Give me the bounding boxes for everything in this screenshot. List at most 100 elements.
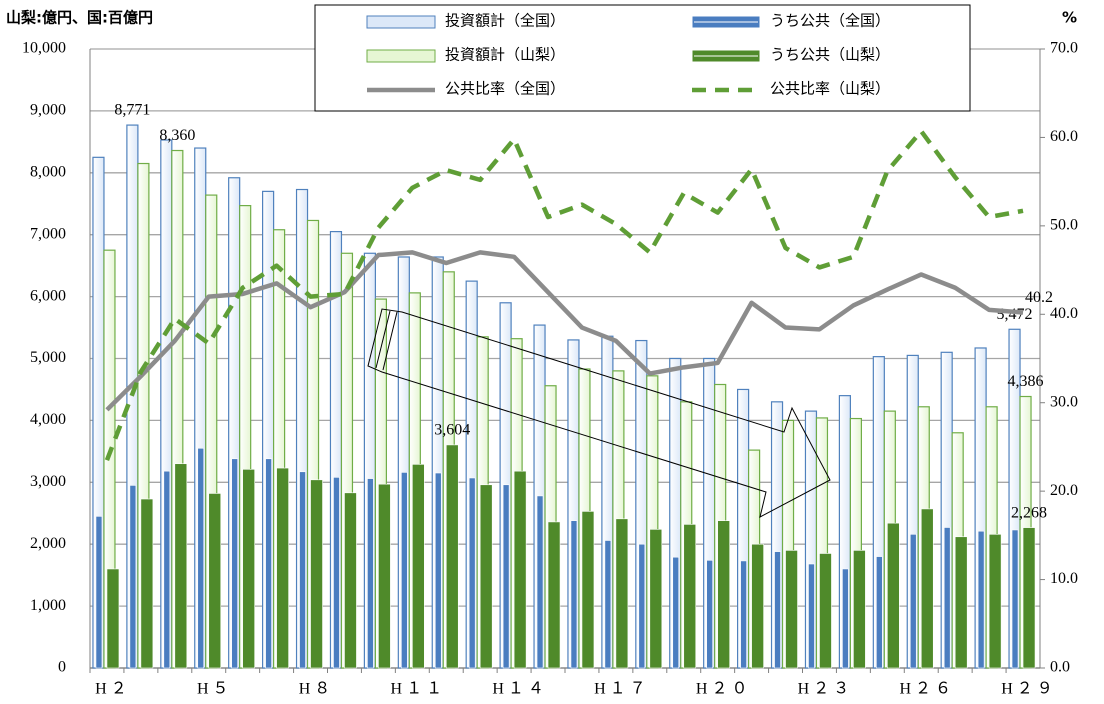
bar	[853, 550, 866, 669]
data-label: 40.2	[1025, 289, 1053, 306]
bar	[954, 536, 968, 669]
y-tick-label: 9,000	[30, 102, 66, 119]
bar	[876, 556, 883, 669]
y2-tick-label: 30.0	[1050, 393, 1078, 410]
arrow-break	[375, 310, 391, 369]
bar	[412, 464, 425, 669]
bar	[887, 522, 900, 669]
bar	[819, 553, 832, 669]
x-tick-label: H１４	[492, 681, 548, 698]
data-label: 8,360	[159, 127, 195, 144]
line	[105, 250, 1024, 412]
bar	[401, 472, 408, 669]
bar	[502, 484, 510, 669]
line	[104, 128, 1024, 461]
bar	[276, 467, 289, 669]
x-tick-label: H２９	[1001, 681, 1057, 698]
bar	[842, 568, 849, 669]
bar	[242, 469, 255, 669]
bar	[378, 483, 391, 669]
bar	[751, 543, 764, 669]
y-tick-label: 4,000	[30, 411, 66, 428]
bar	[808, 563, 815, 669]
bar	[310, 479, 323, 669]
x-tick-label: H２６	[899, 681, 955, 698]
bar	[445, 444, 459, 669]
bar	[208, 493, 222, 669]
bar	[333, 477, 340, 669]
bar	[570, 520, 578, 669]
bar	[265, 458, 272, 669]
y-tick-label: 10,000	[22, 40, 66, 57]
bar	[344, 492, 357, 669]
bar	[513, 470, 527, 669]
bar	[547, 521, 561, 669]
bar	[774, 551, 781, 669]
data-label: 4,386	[1008, 373, 1044, 390]
y-tick-label: 6,000	[30, 287, 66, 304]
x-tick-label: H５	[197, 681, 233, 698]
bar	[434, 472, 442, 669]
bar	[717, 520, 730, 669]
data-label: 5,472	[997, 306, 1033, 323]
legend-label: 投資額計（山梨）	[445, 46, 565, 63]
y2-tick-label: 60.0	[1050, 128, 1078, 145]
x-tick-label: H２０	[696, 681, 752, 698]
arrow-break	[382, 311, 398, 371]
bar	[140, 498, 154, 669]
legend-label: うち公共（山梨）	[770, 46, 890, 63]
x-tick-label: H２	[95, 681, 131, 698]
bar	[163, 470, 171, 669]
bar	[468, 477, 476, 669]
x-tick-label: H１７	[594, 681, 650, 698]
bar	[479, 484, 493, 669]
bar	[197, 447, 205, 669]
bar	[1022, 527, 1036, 669]
y-tick-label: 1,000	[30, 597, 66, 614]
y2-tick-label: 10.0	[1050, 570, 1078, 587]
bar	[581, 511, 595, 669]
bar	[672, 556, 680, 669]
y2-axis-unit: %	[1062, 9, 1077, 27]
x-tick-label: H８	[299, 681, 335, 698]
bar	[683, 524, 697, 669]
bar	[129, 485, 137, 669]
x-tick-label: H１１	[391, 681, 447, 698]
legend-label: 公共比率（全国）	[445, 79, 565, 97]
annotation-arrow	[367, 308, 831, 518]
y-tick-label: 5,000	[30, 349, 66, 366]
y-tick-label: 2,000	[30, 535, 66, 552]
bar	[909, 533, 917, 669]
bar	[988, 533, 1002, 669]
plot-area	[89, 48, 1045, 673]
y2-tick-label: 0.0	[1050, 659, 1070, 676]
bar	[920, 508, 934, 669]
y2-tick-label: 50.0	[1050, 217, 1078, 234]
bar	[943, 527, 951, 669]
y-tick-label: 3,000	[30, 473, 66, 490]
legend-label: うち公共（全国）	[770, 11, 890, 29]
bar	[367, 478, 374, 669]
data-label: 2,268	[1011, 504, 1047, 521]
y2-tick-label: 40.0	[1050, 305, 1078, 322]
legend-label: 公共比率（山梨）	[770, 80, 890, 97]
bar	[706, 559, 713, 669]
data-label: 8,771	[114, 102, 150, 119]
bar	[536, 495, 544, 669]
legend-swatch	[366, 15, 436, 29]
bar	[174, 463, 188, 669]
bar	[604, 540, 612, 669]
bar	[638, 543, 646, 669]
data-label: 3,604	[434, 422, 470, 439]
y-tick-label: 7,000	[30, 225, 66, 242]
bar	[615, 518, 629, 669]
y2-tick-label: 70.0	[1050, 40, 1078, 57]
bar	[740, 560, 747, 669]
bar	[95, 516, 103, 669]
legend-label: 投資額計（全国）	[445, 11, 565, 29]
bar	[785, 550, 798, 669]
bar	[299, 471, 306, 669]
bar	[1011, 529, 1019, 669]
bar	[649, 529, 663, 669]
